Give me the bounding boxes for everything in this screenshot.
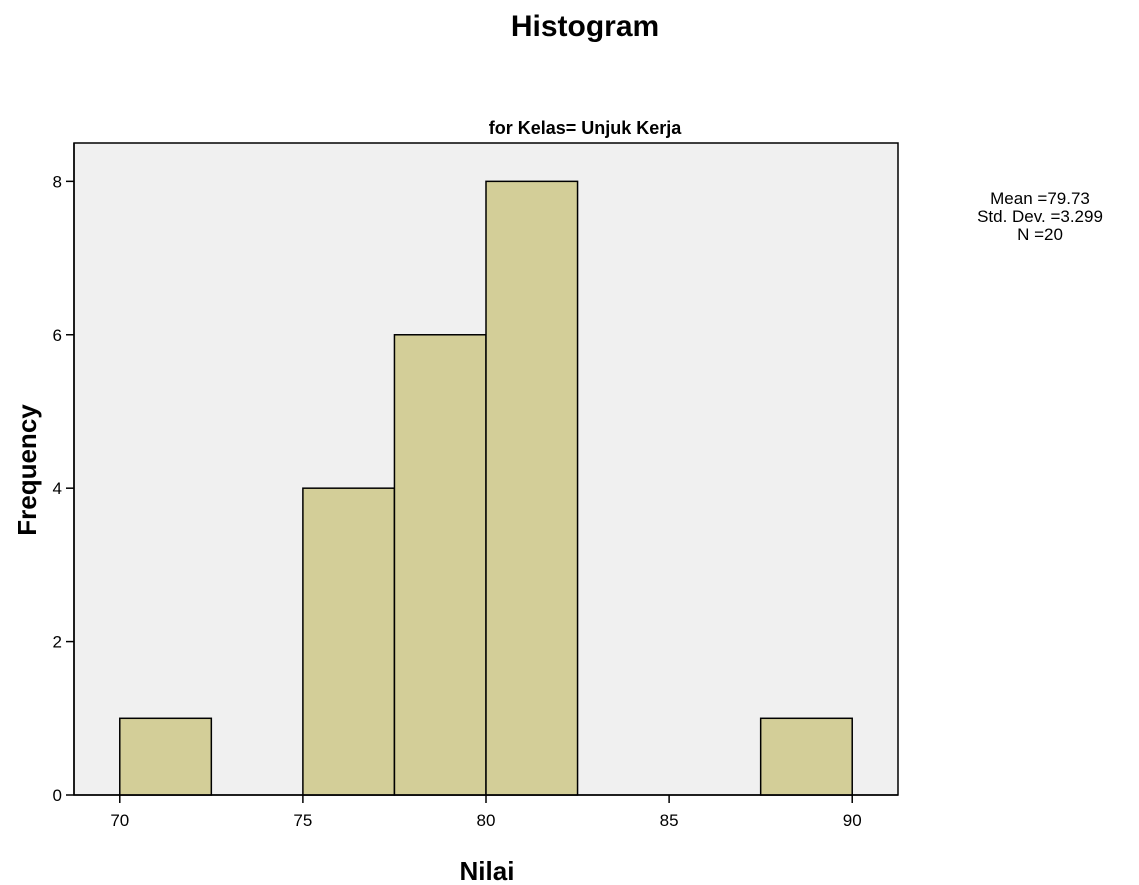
x-tick-label-90: 90 [843,811,862,830]
histogram-bar-7 [759,717,853,796]
y-tick-label-0: 0 [53,786,62,805]
histogram-bar-0 [119,717,213,796]
stats-mean: Mean =79.73 [990,189,1090,208]
x-axis-label: Nilai [460,856,515,885]
stats-std-dev: Std. Dev. =3.299 [977,207,1103,226]
histogram-bar-4 [485,180,579,796]
histogram-bar-3 [393,334,487,796]
x-tick-label-85: 85 [660,811,679,830]
axes-group: 0 2 4 6 8 70 75 80 85 90 [53,143,898,830]
x-tick-label-75: 75 [293,811,312,830]
bars-group [119,180,853,796]
y-tick-label-4: 4 [53,479,62,498]
chart-title: Histogram [511,10,659,43]
x-tick-label-70: 70 [110,811,129,830]
stats-box: Mean =79.73 Std. Dev. =3.299 N =20 [977,189,1103,244]
y-tick-label-6: 6 [53,326,62,345]
y-tick-label-8: 8 [53,172,62,191]
histogram-bar-2 [302,487,396,796]
stats-n: N =20 [1017,225,1063,244]
chart-subtitle: for Kelas= Unjuk Kerja [489,118,683,138]
y-axis-label: Frequency [12,404,42,536]
y-tick-label-2: 2 [53,633,62,652]
x-tick-label-80: 80 [477,811,496,830]
